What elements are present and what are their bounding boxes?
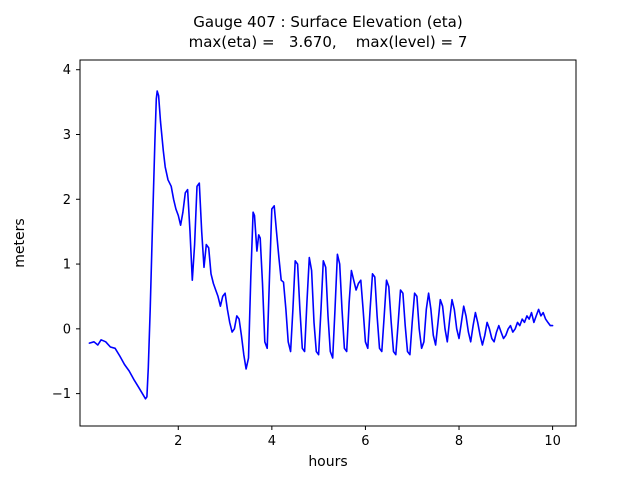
chart-subtitle: max(eta) = 3.670, max(level) = 7 (189, 33, 468, 51)
y-tick-label: 4 (63, 63, 71, 78)
y-tick-label: −1 (52, 387, 71, 402)
chart-title: Gauge 407 : Surface Elevation (eta) (193, 13, 462, 31)
x-tick-label: 4 (268, 434, 276, 449)
x-tick-label: 8 (455, 434, 463, 449)
y-axis-label: meters (12, 218, 28, 267)
eta-line (88, 90, 554, 400)
axes-frame (79, 59, 577, 427)
y-tick-label: 0 (63, 322, 71, 337)
x-tick-label: 6 (361, 434, 369, 449)
x-tick-label: 10 (544, 434, 561, 449)
x-tick-label: 2 (174, 434, 182, 449)
y-tick-label: 2 (63, 193, 71, 208)
x-axis-label: hours (308, 454, 347, 470)
y-tick-label: 1 (63, 258, 71, 273)
y-tick-label: 3 (63, 128, 71, 143)
plot-area: 2 4 6 8 10 −1 0 1 2 3 4 (52, 59, 577, 449)
